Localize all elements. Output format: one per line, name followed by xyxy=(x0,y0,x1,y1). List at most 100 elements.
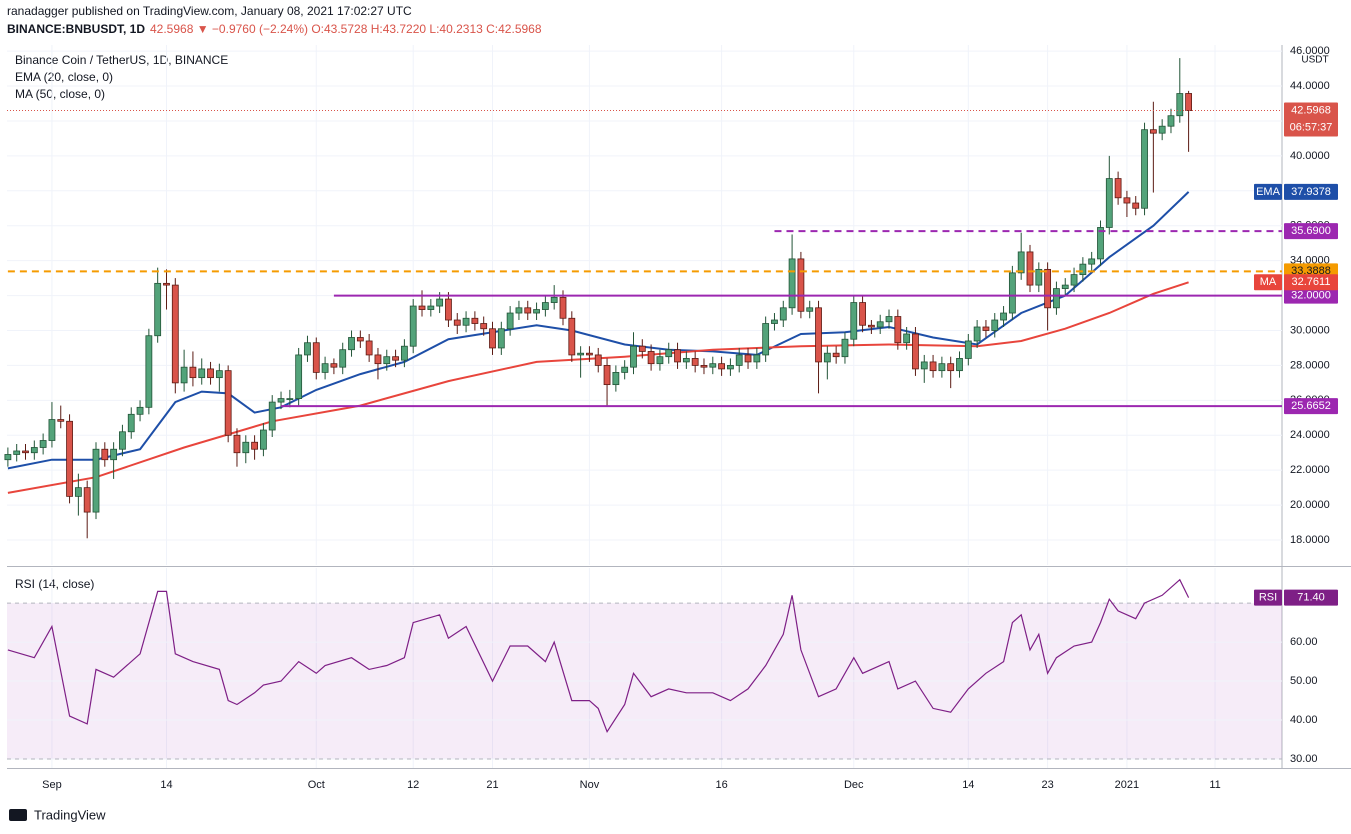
x-tick-label: 14 xyxy=(160,779,172,791)
candle-body xyxy=(268,401,276,431)
candle-body xyxy=(480,323,488,330)
candle-body xyxy=(638,345,646,352)
candle-body xyxy=(1132,202,1140,209)
candle-body xyxy=(1044,268,1052,309)
candle-body xyxy=(356,337,364,342)
candle-body xyxy=(656,356,664,365)
candle-body xyxy=(30,447,38,454)
candle-body xyxy=(709,363,717,368)
candle-body xyxy=(180,366,188,384)
candle-body xyxy=(339,349,347,368)
candle-body xyxy=(586,352,593,356)
series-last-value-box xyxy=(1284,274,1338,291)
y-tick-label: 40.0000 xyxy=(1290,150,1330,162)
candle-body xyxy=(947,363,955,372)
brand-logo xyxy=(9,809,27,821)
candle-body xyxy=(541,302,549,310)
candle-body xyxy=(74,487,82,497)
candle-body xyxy=(427,305,435,310)
countdown: 06:57:37 xyxy=(1290,121,1333,133)
candle-body xyxy=(330,363,338,368)
candle-body xyxy=(665,349,673,358)
candle-body xyxy=(374,354,382,365)
y-tick-label: 30.00 xyxy=(1290,753,1318,765)
series-last-value-box xyxy=(1284,589,1338,606)
level-label-box xyxy=(1284,398,1338,415)
candle-body xyxy=(251,441,258,450)
candle-body xyxy=(436,298,444,307)
candle-body xyxy=(621,366,629,373)
candle-body xyxy=(867,324,875,328)
candle-body xyxy=(101,448,109,461)
candle-body xyxy=(1114,178,1122,199)
brand: TradingView xyxy=(34,807,106,822)
candle-body xyxy=(577,352,585,356)
y-tick-label: 28.0000 xyxy=(1290,359,1330,371)
x-tick-label: Sep xyxy=(42,779,62,791)
candle-body xyxy=(1026,251,1034,286)
x-tick-label: 23 xyxy=(1041,779,1053,791)
candle-body xyxy=(462,317,470,326)
candle-body xyxy=(312,342,320,373)
candle-body xyxy=(39,440,47,448)
candle-body xyxy=(973,326,981,342)
y-tick-label: 60.00 xyxy=(1290,636,1318,648)
candle-body xyxy=(920,361,928,370)
candle-body xyxy=(797,258,805,312)
candle-body xyxy=(515,307,523,314)
candle-body xyxy=(1167,115,1175,127)
candle-body xyxy=(859,302,866,326)
candle-body xyxy=(718,363,725,370)
candle-body xyxy=(497,328,505,349)
candle-body xyxy=(744,354,752,363)
series-tag-box xyxy=(1254,589,1282,606)
x-tick-label: Dec xyxy=(844,779,864,791)
ema-legend: EMA (20, close, 0) xyxy=(15,70,113,84)
y-tick-label: 50.00 xyxy=(1290,675,1318,687)
candle-body xyxy=(163,282,170,286)
candle-body xyxy=(700,365,708,368)
x-tick-label: 2021 xyxy=(1115,779,1139,791)
candle-body xyxy=(691,358,699,366)
candle-body xyxy=(409,305,417,347)
candle-body xyxy=(1105,178,1113,228)
series-tag-box xyxy=(1254,183,1282,200)
y-tick-label: 20.0000 xyxy=(1290,499,1330,511)
y-tick-label: 40.00 xyxy=(1290,714,1318,726)
series-tag: RSI xyxy=(1259,592,1277,604)
candle-body xyxy=(559,296,567,319)
candle-body xyxy=(198,368,206,379)
candle-body xyxy=(1123,197,1131,204)
indicator-line xyxy=(7,578,1190,734)
candle-body xyxy=(727,365,734,370)
candle-body xyxy=(171,284,179,384)
candle-body xyxy=(1141,129,1148,209)
candle-body xyxy=(207,368,214,379)
indicator-line xyxy=(7,191,1190,470)
candle-body xyxy=(815,307,822,363)
candle-body xyxy=(48,419,56,441)
candle-body xyxy=(964,340,972,359)
candle-body xyxy=(647,351,655,365)
candle-body xyxy=(956,358,963,372)
candle-body xyxy=(57,419,65,422)
y-tick-label: 22.0000 xyxy=(1290,464,1330,476)
x-tick-label: 21 xyxy=(486,779,498,791)
publisher-line: ranadagger published on TradingView.com,… xyxy=(7,4,412,18)
y-tick-label: 30.0000 xyxy=(1290,324,1330,336)
chart-title: Binance Coin / TetherUS, 1D, BINANCE xyxy=(15,53,228,67)
candle-body xyxy=(823,352,831,363)
candle-body xyxy=(938,363,946,372)
candle-body xyxy=(850,302,858,340)
candle-body xyxy=(224,370,232,436)
candle-body xyxy=(806,307,814,312)
candle-body xyxy=(594,354,602,366)
x-tick-label: 11 xyxy=(1209,779,1220,791)
candle-body xyxy=(304,342,311,356)
last-price: 42.5968 xyxy=(1291,104,1331,116)
series-tag: EMA xyxy=(1256,186,1281,198)
x-tick-label: Oct xyxy=(308,779,325,791)
candle-body xyxy=(894,316,902,344)
candle-body xyxy=(321,363,329,373)
candle-body xyxy=(762,323,770,356)
